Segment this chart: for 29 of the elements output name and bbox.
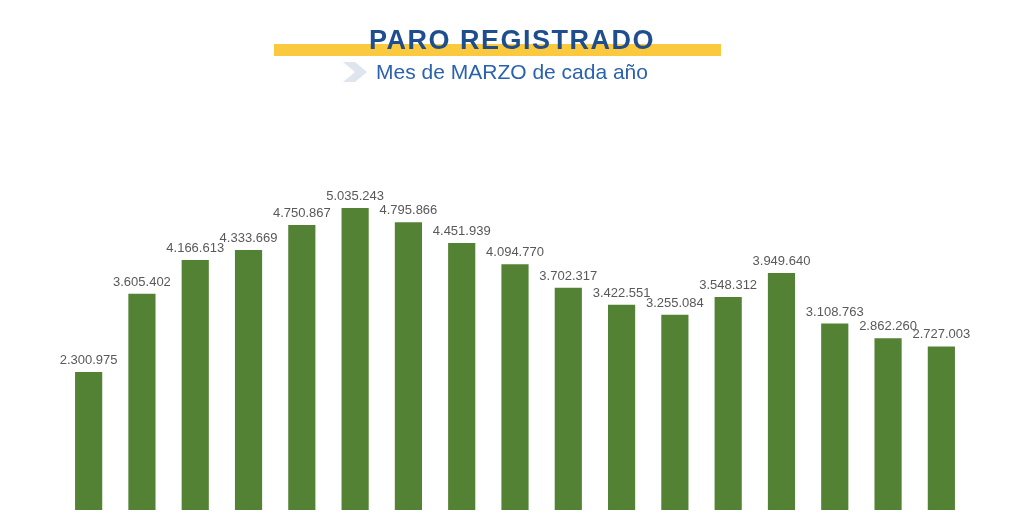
data-label: 2.300.975: [59, 352, 118, 368]
bar: [554, 287, 582, 510]
data-label: 3.702.317: [539, 267, 598, 283]
data-label: 4.795.866: [379, 202, 438, 218]
bar: [288, 224, 316, 510]
data-label: 4.094.770: [486, 244, 544, 260]
bar: [714, 297, 742, 510]
bar: [341, 207, 369, 510]
bar: [448, 242, 476, 510]
data-label: 5.035.243: [326, 187, 385, 203]
bar: [234, 249, 263, 510]
bar: [661, 314, 689, 510]
bar: [75, 371, 103, 510]
data-label: 4.451.939: [432, 222, 491, 238]
bar: [874, 338, 902, 510]
bar: [181, 260, 209, 510]
bar: [927, 346, 955, 510]
bar: [821, 323, 849, 510]
bar: [767, 273, 796, 510]
data-label: 3.108.763: [805, 303, 864, 319]
data-label: 3.949.640: [752, 253, 811, 269]
bar: [608, 304, 636, 510]
bar: [394, 222, 422, 510]
bar: [501, 264, 529, 510]
data-label: 3.548.312: [699, 277, 758, 293]
chart-subtitle: Mes de MARZO de cada año: [375, 60, 649, 83]
data-label: 4.750.867: [272, 205, 331, 221]
data-label: 3.605.402: [113, 273, 171, 289]
bar: [128, 293, 156, 510]
